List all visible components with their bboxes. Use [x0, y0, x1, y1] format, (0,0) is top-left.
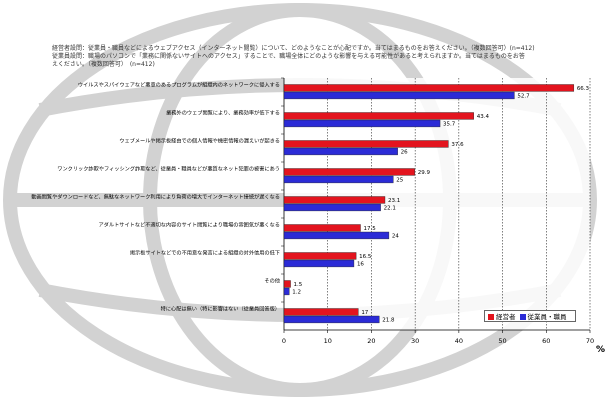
header-line-1: 経営者設問：従業員・職員などによるウェブアクセス（インターネット閲覧）について、… — [52, 45, 535, 52]
bar-executives — [283, 280, 291, 288]
bar-executives — [283, 252, 357, 260]
x-tick-label: 70 — [586, 337, 594, 345]
bar-employees — [283, 91, 515, 100]
header-line-3: えください。（複数回答可） (n=412) — [52, 61, 155, 68]
category-label: その他 — [264, 277, 280, 285]
data-label-employees: 24 — [392, 234, 399, 240]
bar-executives — [283, 196, 386, 204]
data-label-executives: 37.6 — [451, 142, 464, 148]
x-tick-label: 60 — [542, 337, 550, 345]
bar-employees — [283, 287, 290, 296]
data-label-employees: 16 — [357, 262, 364, 268]
bar-executives — [283, 112, 474, 120]
data-label-employees: 52.7 — [517, 94, 530, 100]
bar-employees — [283, 119, 441, 128]
unit-label: % — [596, 345, 606, 355]
legend-swatch-employees — [519, 314, 526, 320]
data-label-employees: 22.1 — [384, 206, 396, 212]
x-tick-label: 20 — [367, 337, 375, 345]
bar-employees — [283, 259, 355, 268]
data-label-employees: 26 — [401, 150, 408, 156]
bar-executives — [283, 84, 575, 92]
data-label-executives: 23.1 — [388, 198, 400, 204]
header-line-2: 従業員設問：職場のパソコンで「業務に関係ないサイトへのアクセス」することで、職場… — [52, 53, 525, 60]
category-label: ウイルスやスパイウェアなど悪意のあるプログラムが組織内のネットワークに侵入する — [78, 81, 280, 89]
x-tick-label: 50 — [498, 337, 506, 345]
category-label: アダルトサイトなど不適切な内容のサイト閲覧により職場の雰囲気が悪くなる — [99, 221, 280, 229]
category-label: 業務外のウェブ閲覧により、業務効率が低下する — [166, 109, 280, 117]
category-label: 掲示板サイトなどでの不用意な発言による組織の対外信用の低下 — [130, 249, 280, 257]
data-label-executives: 17 — [361, 310, 368, 316]
category-label: ワンクリック詐欺やフィッシング詐欺など、従業員・職員などが悪質なネット犯罪の被害… — [57, 165, 280, 173]
chart-legend: 経営者 従業員・職員 — [484, 310, 576, 322]
legend-swatch-executives — [488, 314, 494, 320]
data-label-executives: 66.3 — [577, 86, 590, 92]
bar-executives — [283, 224, 361, 232]
data-label-executives: 17.5 — [364, 226, 377, 232]
data-label-employees: 21.8 — [382, 318, 395, 324]
legend-label-employees: 従業員・職員 — [527, 313, 567, 321]
data-label-executives: 29.9 — [418, 170, 431, 176]
bar-employees — [283, 231, 390, 240]
bar-executives — [283, 140, 449, 148]
legend-label-executives: 経営者 — [496, 313, 516, 321]
category-label: 特に心配は無い（特に影響はない（従業員回答版） — [161, 305, 280, 313]
data-label-executives: 1.5 — [294, 282, 303, 288]
data-label-executives: 16.5 — [359, 254, 372, 260]
x-tick-label: 40 — [455, 337, 463, 345]
category-label: 動画閲覧やダウンロードなど、無駄なネットワーク利用により負荷の増大でインターネッ… — [31, 193, 280, 201]
legend-item-executives: 経営者 — [488, 311, 516, 321]
bar-executives — [283, 168, 415, 176]
data-label-executives: 43.4 — [477, 114, 490, 120]
bar-employees — [283, 315, 380, 324]
category-label: ウェブメールや掲示板経由での個人情報や機密情報の漏えいが起きる — [119, 137, 280, 145]
bar-employees — [283, 203, 381, 212]
data-label-employees: 35.7 — [443, 122, 456, 128]
x-tick-label: 30 — [411, 337, 419, 345]
data-label-employees: 25 — [396, 178, 403, 184]
x-tick-label: 10 — [324, 337, 332, 345]
question-header: 経営者設問：従業員・職員などによるウェブアクセス（インターネット閲覧）について、… — [52, 45, 572, 69]
x-tick-label: 0 — [282, 337, 286, 345]
bar-executives — [283, 308, 359, 316]
data-label-employees: 1.2 — [292, 290, 301, 296]
legend-item-employees: 従業員・職員 — [519, 311, 567, 321]
bar-employees — [283, 147, 398, 156]
bar-employees — [283, 175, 394, 184]
